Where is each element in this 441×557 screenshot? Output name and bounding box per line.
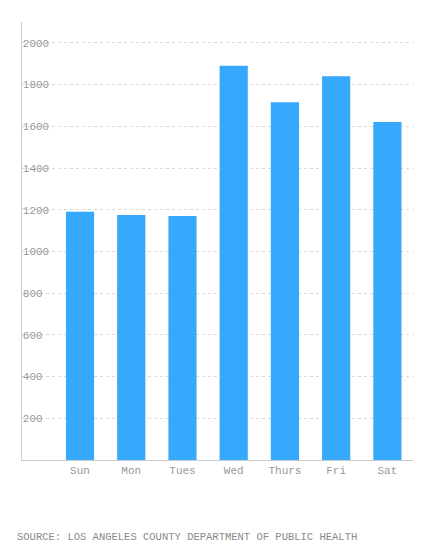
- svg-text:1200: 1200: [23, 205, 49, 217]
- svg-text:1000: 1000: [23, 246, 49, 258]
- svg-text:Sat: Sat: [377, 465, 397, 477]
- svg-text:800: 800: [23, 288, 43, 300]
- svg-text:Sun: Sun: [70, 465, 90, 477]
- svg-text:200: 200: [23, 413, 43, 425]
- svg-text:600: 600: [23, 330, 43, 342]
- svg-text:Tues: Tues: [169, 465, 195, 477]
- svg-text:SOURCE: LOS ANGELES COUNTY DEP: SOURCE: LOS ANGELES COUNTY DEPARTMENT OF…: [17, 531, 357, 543]
- svg-text:1400: 1400: [23, 163, 49, 175]
- svg-text:Mon: Mon: [121, 465, 141, 477]
- svg-text:1800: 1800: [23, 79, 49, 91]
- svg-text:1600: 1600: [23, 121, 49, 133]
- svg-text:Fri: Fri: [326, 465, 346, 477]
- svg-text:Wed: Wed: [224, 465, 244, 477]
- svg-text:2000: 2000: [23, 38, 49, 50]
- svg-text:Thurs: Thurs: [268, 465, 301, 477]
- svg-text:400: 400: [23, 371, 43, 383]
